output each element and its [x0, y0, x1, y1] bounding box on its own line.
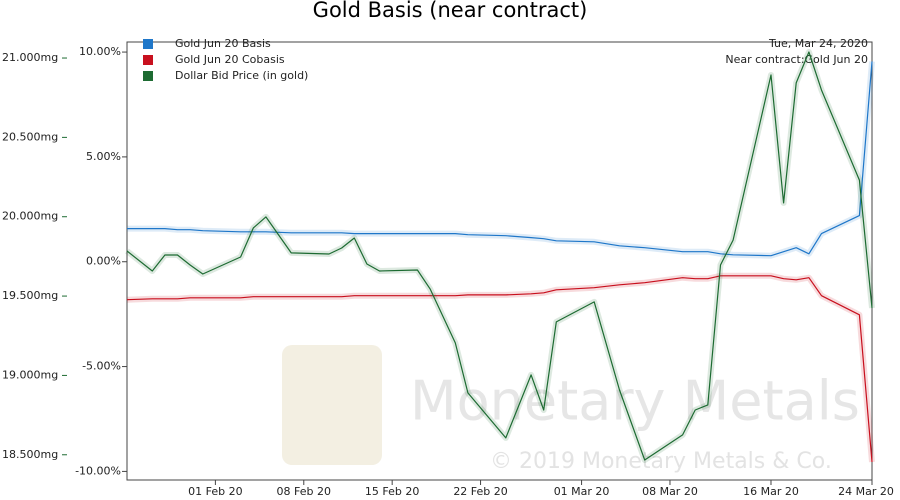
x-tick-label: 15 Feb 20: [365, 485, 419, 498]
y2-tick-label: -10.00%: [75, 464, 121, 477]
annotation: Near contract:Gold Jun 20: [725, 53, 868, 66]
legend-swatch: [143, 55, 153, 65]
x-tick-label: 24 Mar 20: [838, 485, 894, 498]
line: [126, 51, 873, 461]
watermark: Monetary Metals © 2019 Monetary Metals &…: [282, 345, 860, 474]
y-tick-label: 21.000mg: [2, 51, 58, 64]
legend-label: Gold Jun 20 Cobasis: [175, 53, 285, 66]
chart-title: Gold Basis (near contract): [313, 0, 588, 22]
watermark-copyright: © 2019 Monetary Metals & Co.: [490, 449, 832, 474]
x-tick-label: 08 Feb 20: [277, 485, 331, 498]
x-tick-label: 01 Feb 20: [188, 485, 242, 498]
y-tick-label: 18.500mg: [2, 448, 58, 461]
line: [127, 61, 873, 257]
x-tick-label: 16 Mar 20: [743, 485, 799, 498]
y-tick-label: 20.000mg: [2, 210, 58, 223]
watermark-text: Monetary Metals: [410, 370, 860, 433]
annotation: Tue, Mar 24, 2020: [768, 37, 868, 50]
legend-swatch: [143, 71, 153, 81]
legend-label: Gold Jun 20 Basis: [175, 37, 271, 50]
legend-label: Dollar Bid Price (in gold): [175, 69, 308, 82]
x-tick-label: 22 Feb 20: [453, 485, 507, 498]
legend-swatch: [143, 39, 153, 49]
watermark-logo: [282, 345, 382, 465]
y2-tick-label: -5.00%: [82, 360, 121, 373]
plot-frame: [126, 41, 873, 481]
y2-tick-label: 0.00%: [86, 255, 121, 268]
line-glow: [127, 61, 875, 259]
line: [126, 275, 873, 463]
y2-tick-label: 10.00%: [79, 45, 121, 58]
y2-tick-label: 5.00%: [86, 150, 121, 163]
x-tick-label: 08 Mar 20: [642, 485, 698, 498]
y-tick-label: 19.500mg: [2, 289, 58, 302]
y-tick-label: 20.500mg: [2, 130, 58, 143]
y-tick-label: 19.000mg: [2, 368, 58, 381]
x-tick-label: 01 Mar 20: [554, 485, 610, 498]
